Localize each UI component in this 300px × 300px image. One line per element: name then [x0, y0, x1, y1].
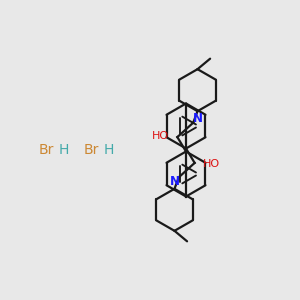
Text: Br: Br	[39, 143, 54, 157]
Text: H: H	[103, 143, 114, 157]
Text: Br: Br	[84, 143, 99, 157]
Text: N: N	[169, 175, 179, 188]
Text: HO: HO	[152, 131, 169, 141]
Text: HO: HO	[203, 159, 220, 169]
Text: N: N	[193, 112, 202, 125]
Text: H: H	[58, 143, 69, 157]
